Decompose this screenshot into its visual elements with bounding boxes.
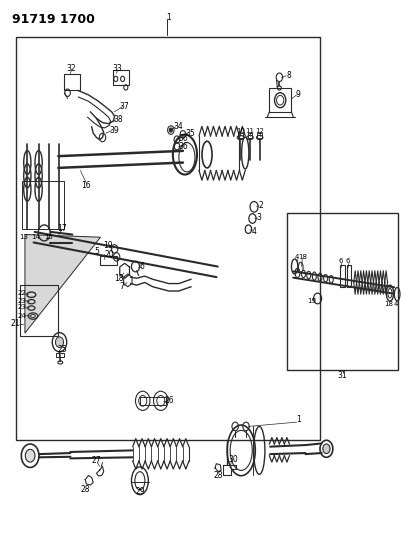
Text: 28: 28: [80, 485, 90, 494]
Text: 36: 36: [178, 134, 187, 143]
Text: 17: 17: [57, 224, 67, 232]
Bar: [99, 256, 116, 265]
Text: 3: 3: [256, 213, 261, 222]
Bar: [56, 353, 63, 357]
Text: 30: 30: [228, 455, 237, 464]
Bar: [346, 265, 350, 287]
Text: 27: 27: [91, 456, 101, 465]
Text: 19: 19: [306, 298, 315, 304]
Bar: [64, 74, 79, 90]
Text: 15: 15: [44, 234, 53, 240]
Text: 9: 9: [295, 91, 300, 99]
Circle shape: [25, 449, 35, 462]
Text: 13: 13: [20, 234, 28, 240]
Text: 24: 24: [17, 312, 26, 319]
Text: 6: 6: [345, 258, 350, 264]
Bar: [269, 88, 291, 112]
Text: 37: 37: [119, 102, 129, 111]
Bar: [20, 285, 58, 336]
Text: 19: 19: [103, 241, 112, 249]
Text: 18: 18: [297, 254, 306, 260]
Text: 7: 7: [119, 282, 124, 291]
Circle shape: [55, 337, 63, 348]
Text: 11: 11: [245, 127, 254, 134]
Text: 39: 39: [109, 126, 119, 135]
Text: 21: 21: [10, 319, 20, 328]
Circle shape: [322, 444, 329, 454]
Bar: [237, 133, 242, 138]
Text: 4: 4: [393, 301, 397, 307]
Text: 20: 20: [104, 251, 114, 259]
Text: 38: 38: [113, 116, 123, 124]
Text: 32: 32: [67, 64, 76, 72]
Text: 23: 23: [17, 297, 26, 304]
Text: 1: 1: [166, 13, 171, 21]
Text: 4: 4: [294, 254, 298, 260]
Text: 23: 23: [17, 304, 26, 310]
Bar: [112, 70, 129, 85]
Text: 6: 6: [139, 262, 144, 271]
Text: 18: 18: [113, 274, 123, 282]
Text: 2: 2: [257, 201, 262, 209]
Polygon shape: [25, 235, 100, 333]
Text: 26: 26: [164, 397, 173, 405]
Text: 8: 8: [286, 71, 290, 80]
Text: 5: 5: [95, 247, 99, 256]
Circle shape: [169, 128, 172, 132]
Text: 16: 16: [81, 181, 91, 190]
Text: 31: 31: [337, 371, 346, 379]
Bar: [257, 133, 261, 138]
Text: 34: 34: [173, 123, 183, 131]
Bar: [16, 37, 319, 440]
Text: 18: 18: [383, 301, 392, 307]
Bar: [247, 133, 252, 138]
Bar: [339, 265, 344, 287]
Text: 25: 25: [57, 345, 67, 353]
Bar: [287, 213, 397, 370]
Text: 29: 29: [135, 487, 144, 496]
Text: 35: 35: [185, 129, 195, 138]
Bar: [22, 181, 64, 229]
Text: 1: 1: [295, 415, 300, 424]
Text: 10: 10: [235, 127, 244, 134]
Text: 14: 14: [31, 234, 40, 240]
Text: 22: 22: [17, 290, 26, 296]
Bar: [140, 397, 166, 405]
Text: 6: 6: [338, 258, 342, 264]
Text: 91719 1700: 91719 1700: [12, 13, 95, 26]
Text: 36: 36: [178, 142, 187, 150]
Text: 28: 28: [213, 471, 222, 480]
Text: 4: 4: [251, 228, 256, 236]
Text: 12: 12: [255, 127, 263, 134]
Text: 33: 33: [112, 64, 122, 72]
